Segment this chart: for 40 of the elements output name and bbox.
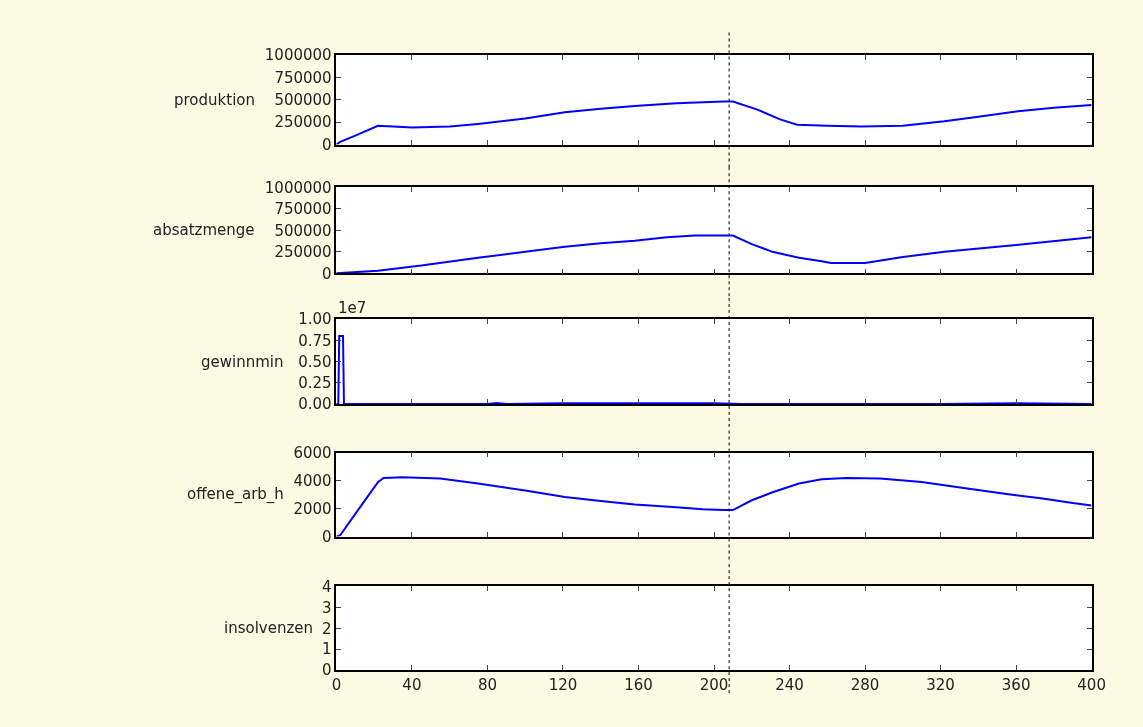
y-tick-label: 250000 <box>274 113 332 132</box>
y-tick-label: 0.25 <box>298 374 332 393</box>
y-tick-label: 1000000 <box>264 46 332 65</box>
y-tick-label: 750000 <box>274 200 332 219</box>
y-tick-label: 250000 <box>274 243 332 262</box>
y-axis-title: insolvenzen <box>224 619 314 637</box>
y-tick-label: 2000 <box>293 499 332 518</box>
y-tick-label: 0 <box>322 264 332 283</box>
y-axis-title: produktion <box>174 91 255 109</box>
y-tick-label: 0.50 <box>298 352 332 371</box>
y-tick-label: 1 <box>322 640 332 659</box>
y-tick-label: 0.00 <box>298 395 332 414</box>
x-tick-label: 240 <box>775 675 804 694</box>
x-tick-label: 400 <box>1077 675 1106 694</box>
y-tick-label: 0 <box>322 527 332 546</box>
x-tick-label: 80 <box>477 675 497 694</box>
y-tick-label: 3 <box>322 598 332 617</box>
x-tick-label: 120 <box>548 675 578 694</box>
y-axis-title: absatzmenge <box>153 221 255 239</box>
y-tick-label: 0 <box>322 135 332 154</box>
y-tick-label: 500000 <box>274 90 332 109</box>
x-tick-label: 160 <box>624 675 653 694</box>
y-tick-label: 750000 <box>274 68 332 87</box>
y-tick-label: 4000 <box>293 471 332 490</box>
y-tick-label: 4 <box>322 577 332 596</box>
y-axis-title: offene_arb_h <box>187 485 284 504</box>
x-tick-label: 40 <box>402 675 422 694</box>
x-tick-label: 200 <box>699 675 729 694</box>
y-tick-label: 6000 <box>293 443 332 462</box>
text: 1e7 <box>338 299 367 317</box>
x-tick-label: 280 <box>850 675 880 694</box>
y-tick-label: 1000000 <box>264 178 332 197</box>
y-tick-label: 0.75 <box>298 331 332 350</box>
x-tick-label: 320 <box>926 675 955 694</box>
y-tick-label: 0 <box>322 661 332 680</box>
y-tick-label: 1.00 <box>298 310 332 329</box>
y-tick-label: 500000 <box>274 221 332 240</box>
x-tick-label: 360 <box>1001 675 1031 694</box>
y-axis-title: gewinnmin <box>201 353 284 371</box>
y-tick-label: 2 <box>322 619 332 638</box>
